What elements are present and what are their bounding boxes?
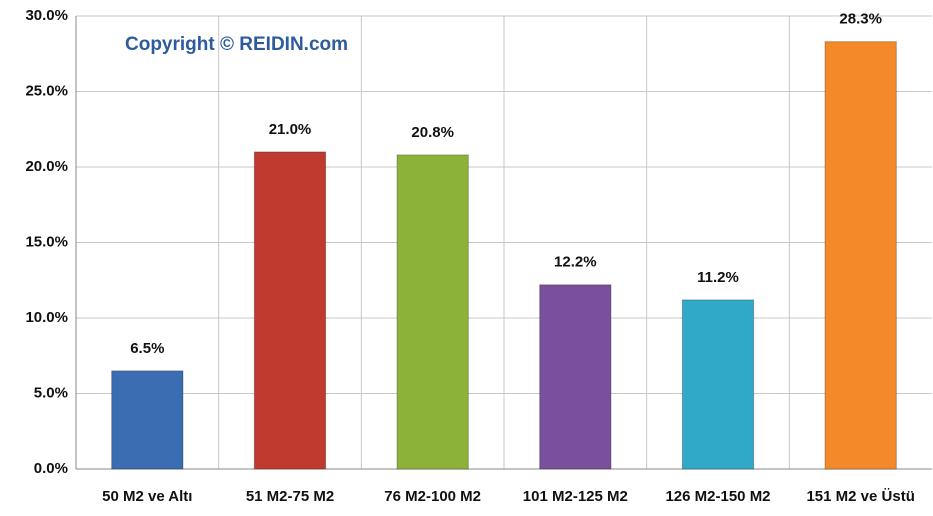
bar bbox=[681, 299, 755, 470]
value-label: 11.2% bbox=[697, 269, 739, 286]
x-tick-label: 51 M2-75 M2 bbox=[246, 488, 334, 505]
bar bbox=[253, 151, 327, 470]
bar bbox=[111, 370, 184, 470]
value-label: 20.8% bbox=[411, 124, 454, 141]
value-label: 28.3% bbox=[839, 11, 882, 28]
x-tick-label: 126 M2-150 M2 bbox=[665, 488, 770, 505]
x-tick-label: 151 M2 ve Üstü bbox=[806, 488, 914, 505]
y-tick-label: 15.0% bbox=[25, 233, 68, 250]
bar bbox=[396, 154, 469, 470]
y-tick-label: 20.0% bbox=[25, 158, 68, 175]
x-tick-label: 50 M2 ve Altı bbox=[102, 488, 192, 505]
y-tick-label: 0.0% bbox=[34, 460, 68, 477]
y-tick-label: 30.0% bbox=[25, 7, 68, 24]
value-label: 12.2% bbox=[554, 254, 597, 271]
x-tick-label: 101 M2-125 M2 bbox=[523, 488, 628, 505]
y-tick-label: 25.0% bbox=[25, 82, 68, 99]
y-tick-label: 5.0% bbox=[34, 384, 68, 401]
bar bbox=[539, 284, 612, 470]
value-label: 21.0% bbox=[269, 121, 312, 138]
x-tick-label: 76 M2-100 M2 bbox=[384, 488, 481, 505]
annotation: Copyright © REIDIN.com bbox=[125, 34, 348, 55]
bar bbox=[824, 41, 897, 470]
y-tick-label: 10.0% bbox=[25, 309, 68, 326]
value-label: 6.5% bbox=[130, 340, 164, 357]
